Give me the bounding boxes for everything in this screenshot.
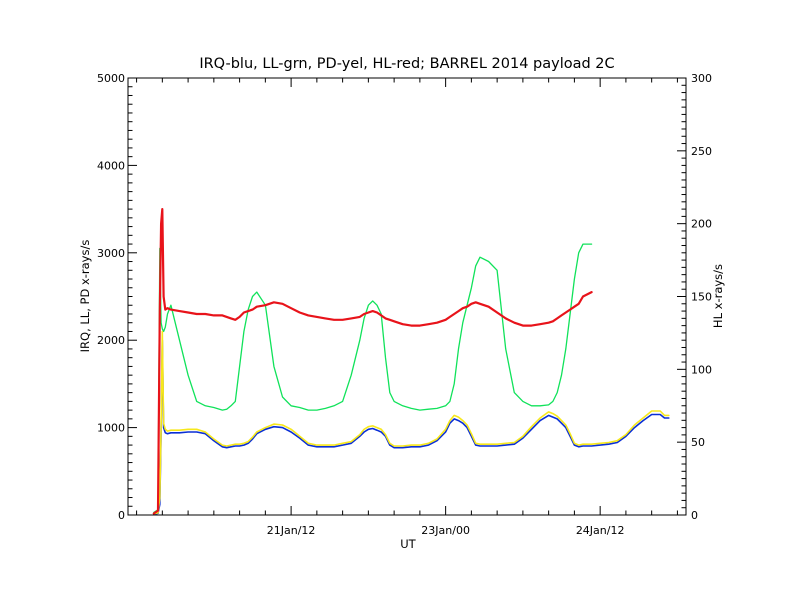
y-left-tick-label: 2000	[97, 334, 125, 347]
y-left-tick-label: 0	[118, 509, 125, 522]
x-tick-label: 23Jan/00	[421, 524, 470, 537]
x-tick-label: 21Jan/12	[267, 524, 316, 537]
x-axis-label: UT	[400, 537, 416, 551]
y-left-tick-label: 4000	[97, 159, 125, 172]
y-right-tick-label: 150	[691, 291, 712, 304]
y-right-tick-label: 250	[691, 145, 712, 158]
series-line-hl	[152, 208, 593, 515]
y-right-tick-label: 100	[691, 363, 712, 376]
y-left-tick-label: 1000	[97, 422, 125, 435]
series-line-ll	[153, 243, 593, 514]
y-right-tick-label: 0	[691, 509, 698, 522]
y-right-tick-label: 50	[691, 436, 705, 449]
series-line-pd	[153, 330, 670, 515]
series-group	[152, 208, 670, 515]
chart-title: IRQ-blu, LL-grn, PD-yel, HL-red; BARREL …	[199, 56, 614, 72]
axes-group: 0 1000 2000 3000 4000 5000 0 50 100 150 200 250 300 2…	[97, 72, 712, 537]
y-right-tick-label: 200	[691, 218, 712, 231]
series-line-irq	[153, 339, 670, 515]
y-axis-left-label: IRQ, LL, PD x-rays/s	[78, 240, 92, 353]
y-right-tick-label: 300	[691, 72, 712, 85]
x-tick-label: 24Jan/12	[576, 524, 625, 537]
y-left-tick-label: 5000	[97, 72, 125, 85]
y-left-tick-label: 3000	[97, 247, 125, 260]
y-axis-right-label: HL x-rays/s	[711, 264, 725, 328]
